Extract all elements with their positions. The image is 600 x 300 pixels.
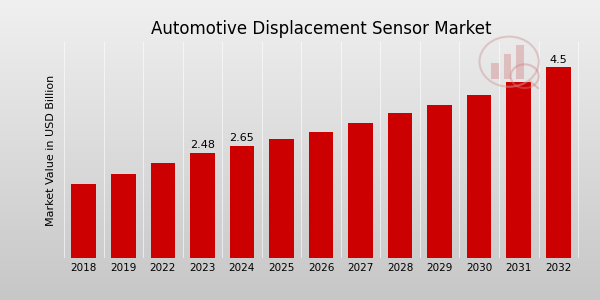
Bar xyxy=(546,68,571,258)
Bar xyxy=(427,105,452,258)
Text: 2.65: 2.65 xyxy=(230,133,254,143)
Bar xyxy=(71,184,96,258)
Bar xyxy=(503,54,511,80)
Text: 2.48: 2.48 xyxy=(190,140,215,150)
Text: 4.5: 4.5 xyxy=(550,55,567,65)
Bar xyxy=(516,45,524,80)
Bar xyxy=(388,113,412,258)
Bar xyxy=(230,146,254,258)
Bar xyxy=(111,174,136,258)
Bar xyxy=(190,153,215,258)
Bar xyxy=(151,163,175,258)
Bar xyxy=(467,95,491,258)
Bar xyxy=(491,63,499,80)
Y-axis label: Market Value in USD Billion: Market Value in USD Billion xyxy=(46,74,56,226)
Bar xyxy=(269,139,294,258)
Title: Automotive Displacement Sensor Market: Automotive Displacement Sensor Market xyxy=(151,20,491,38)
Bar xyxy=(506,82,531,258)
Bar xyxy=(309,132,333,258)
Bar xyxy=(348,123,373,258)
